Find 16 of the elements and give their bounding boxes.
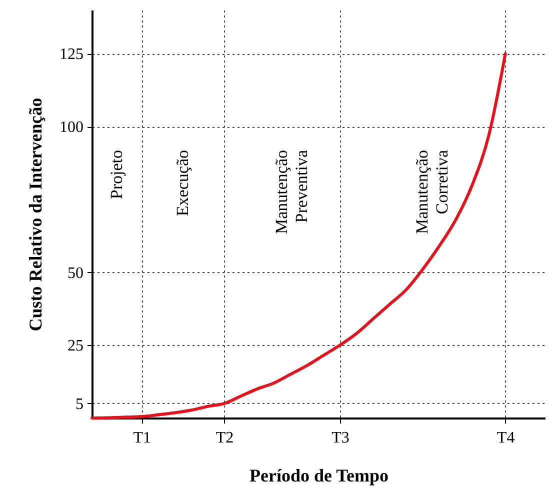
x-tick-label: T4 (496, 430, 515, 446)
y-tick-label: 100 (60, 119, 84, 136)
annotation: Manutenção Corretiva (412, 150, 452, 234)
annotation: Manutenção Preventiva (272, 150, 312, 234)
x-tick-label: T3 (332, 430, 350, 446)
y-tick-label: 125 (60, 46, 84, 64)
x-tick-label: T1 (133, 430, 151, 446)
annotation: Projeto (106, 150, 126, 200)
y-axis-title: Custo Relativo da Intervenção (26, 98, 46, 332)
x-tick-label: T2 (216, 430, 234, 446)
y-tick-label: 5 (76, 396, 84, 413)
y-tick-label: 50 (68, 264, 84, 282)
line-series (90, 52, 507, 420)
y-tick-label: 25 (68, 338, 84, 355)
annotation: Execução (172, 150, 192, 216)
x-axis-title: Período de Tempo (249, 466, 389, 486)
